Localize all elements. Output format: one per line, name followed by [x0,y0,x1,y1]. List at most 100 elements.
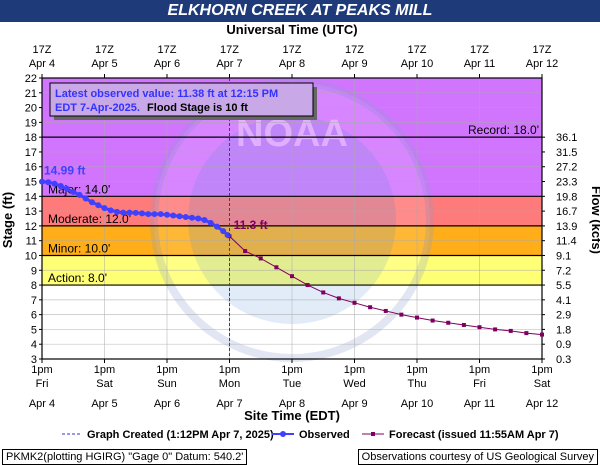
y2-tick-label: 7.2 [556,265,571,277]
y-tick-label: 6 [31,310,37,322]
observed-point [120,209,127,216]
bottom-x-tick-date: Apr 11 [464,398,496,410]
bottom-x-tick-day: Wed [343,378,365,390]
observed-point [132,209,139,216]
latest-value-box-bg [49,82,314,117]
forecast-point [461,322,466,327]
y-tick-label: 9 [31,265,37,277]
y-tick-label: 18 [25,132,37,144]
data-credit: Observations courtesy of US Geological S… [357,449,598,465]
forecast-point [399,312,404,317]
y2-tick-label: 0.9 [556,339,571,351]
bottom-x-tick-date: Apr 5 [91,398,117,410]
forecast-point [446,320,451,325]
forecast-point [352,300,357,305]
observed-point [220,228,227,235]
y-tick-label: 8 [31,280,37,292]
observed-point [182,214,189,221]
top-x-tick-date: Apr 4 [29,58,55,70]
top-axis-title: Universal Time (UTC) [226,22,357,37]
observed-point [45,179,52,186]
bottom-x-tick-date: Apr 10 [401,398,433,410]
top-x-tick-date: Apr 8 [279,58,305,70]
flood-stage-note: Flood Stage is 10 ft [147,102,248,114]
flood-category-labels: Record: 18.0'Major: 14.0'Moderate: 12.0'… [42,123,542,286]
top-x-tick-time: 17Z [220,44,239,56]
top-x-tick-time: 17Z [345,44,364,56]
top-x-tick-date: Apr 7 [216,58,242,70]
bottom-x-tick-time: 1pm [219,364,240,376]
y2-tick-label: 5.5 [556,280,571,292]
y-tick-label: 4 [31,339,37,351]
flood-label-moderate: Moderate: 12.0' [48,212,131,226]
forecast-point [336,296,341,301]
y2-tick-label: 4.1 [556,295,571,307]
top-x-tick-time: 17Z [470,44,489,56]
y2-tick-label: 36.1 [556,132,577,144]
top-x-tick-time: 17Z [533,44,552,56]
bottom-x-tick-date: Apr 7 [216,398,242,410]
right-axis-title: Flow (kcfs) [589,186,600,254]
forecast-point [368,305,373,310]
y2-tick-label: 11.4 [556,236,577,248]
forecast-point [258,256,263,261]
forecast-point [305,283,310,288]
observed-point [151,211,158,218]
y-tick-label: 20 [25,103,37,115]
y2-tick-label: 19.8 [556,191,577,203]
forecast-point [430,318,435,323]
hydrograph-chart: NOAA Record: 18.0'Major: 14.0'Moderate: … [0,22,600,441]
chart-axes: 3 4 5 6 7 8 9 10 11 12 13 14 15 16 17 18 19 20 21 22 0.3 0.9 1… [25,44,578,410]
bottom-x-tick-time: 1pm [94,364,115,376]
bottom-x-tick-time: 1pm [156,364,177,376]
observed-point [89,199,95,206]
bottom-x-tick-time: 1pm [406,364,427,376]
bottom-x-tick-time: 1pm [31,364,52,376]
top-x-tick-date: Apr 10 [401,58,433,70]
observed-point [51,180,58,187]
bottom-x-tick-time: 1pm [469,364,490,376]
forecast-point [321,290,326,295]
y-tick-label: 12 [25,221,37,233]
y-tick-label: 16 [25,162,37,174]
forecast-point [524,331,529,336]
y-tick-label: 5 [31,324,37,336]
latest-value-line2: EDT 7-Apr-2025. Flood Stage is 10 ft [55,102,248,114]
top-x-tick-time: 17Z [283,44,302,56]
bottom-x-tick-day: Fri [36,378,49,390]
y-tick-label: 10 [25,250,37,262]
observed-point [95,202,102,209]
y2-tick-label: 0.3 [556,354,571,366]
top-x-tick-time: 17Z [95,44,114,56]
y2-tick-label: 2.9 [556,310,571,322]
y2-tick-label: 1.8 [556,324,571,336]
legend-observed-label: Observed [299,429,350,441]
left-axis-title: Stage (ft) [0,192,15,248]
flood-label-minor: Minor: 10.0' [48,241,110,255]
y2-tick-label: 16.7 [556,206,577,218]
legend: Graph Created (1:12PM Apr 7, 2025) Obser… [62,429,559,441]
forecast-point [540,332,544,337]
legend-observed-marker [280,431,286,437]
observed-point [201,216,208,223]
y-tick-label: 17 [25,147,37,159]
peak-value-label: 14.99 ft [44,164,85,178]
observed-point [176,213,183,220]
latest-value-label: 11.3 ft [234,218,268,232]
observed-point [189,214,195,221]
forecast-point [508,328,513,333]
latest-value-box: Latest observed value: 11.38 ft at 12:15… [49,82,317,120]
top-x-tick-date: Apr 11 [464,58,496,70]
y-tick-label: 22 [25,73,37,85]
bottom-x-tick-date: Apr 4 [29,398,55,410]
y-tick-label: 7 [31,295,37,307]
observed-point [57,182,64,189]
observed-point [145,211,152,218]
bottom-x-tick-day: Thu [408,378,427,390]
bottom-x-tick-date: Apr 12 [526,398,558,410]
chart-annotations: 14.99 ft 11.3 ft [44,78,268,359]
observed-point [139,210,145,217]
observed-point [107,207,114,214]
top-x-tick-date: Apr 5 [91,58,117,70]
